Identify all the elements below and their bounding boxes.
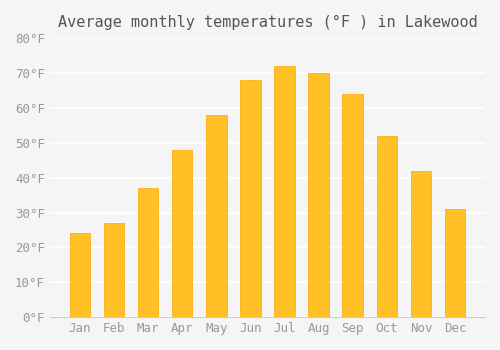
Bar — [138, 188, 158, 317]
Bar — [104, 223, 124, 317]
Bar — [240, 80, 260, 317]
Bar — [410, 171, 431, 317]
Bar — [376, 136, 397, 317]
Bar — [206, 115, 227, 317]
Bar — [445, 209, 465, 317]
Bar — [70, 233, 90, 317]
Bar — [308, 73, 329, 317]
Bar — [274, 66, 294, 317]
Title: Average monthly temperatures (°F ) in Lakewood: Average monthly temperatures (°F ) in La… — [58, 15, 478, 30]
Bar — [172, 150, 193, 317]
Bar — [342, 94, 363, 317]
